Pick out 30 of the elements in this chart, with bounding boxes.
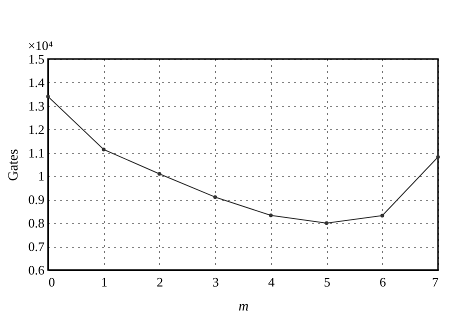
point	[380, 214, 384, 218]
x-tick-label: 7	[432, 274, 439, 290]
y-tick-label: 1.4	[28, 74, 45, 90]
y-axis-title: Gates	[6, 149, 22, 181]
x-tick-label: 3	[212, 274, 219, 290]
y-tick-label: 1.5	[28, 52, 44, 66]
y-tick-label: 1	[38, 168, 44, 184]
x-tick-label: 0	[48, 274, 55, 290]
point	[436, 155, 440, 159]
y-tick-label: 1.1	[28, 145, 44, 160]
y-tick-label: 0.8	[28, 216, 44, 231]
point	[213, 195, 218, 199]
y-tick-label: 0.9	[28, 192, 44, 208]
x-tick-label: 1	[100, 274, 108, 290]
y-tick-label: 0.6	[28, 262, 45, 278]
y-tick-label: 0.7	[28, 239, 45, 254]
line-series	[46, 94, 440, 225]
x-tick-label: 6	[380, 274, 387, 290]
point	[268, 214, 273, 218]
x-tick-label: 4	[268, 274, 276, 290]
text: ×10⁴	[28, 38, 54, 53]
point	[46, 94, 50, 98]
y-tick-label: 1.2	[28, 122, 44, 137]
point	[102, 148, 106, 152]
point	[158, 172, 162, 176]
x-tick-label: 5	[324, 274, 330, 290]
x-tick-label: 2	[156, 274, 164, 290]
y-tick-label: 1.3	[28, 98, 44, 114]
x-axis-title: m	[238, 300, 249, 314]
point	[324, 221, 328, 225]
